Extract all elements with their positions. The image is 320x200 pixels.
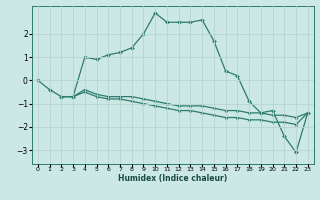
- X-axis label: Humidex (Indice chaleur): Humidex (Indice chaleur): [118, 174, 228, 183]
